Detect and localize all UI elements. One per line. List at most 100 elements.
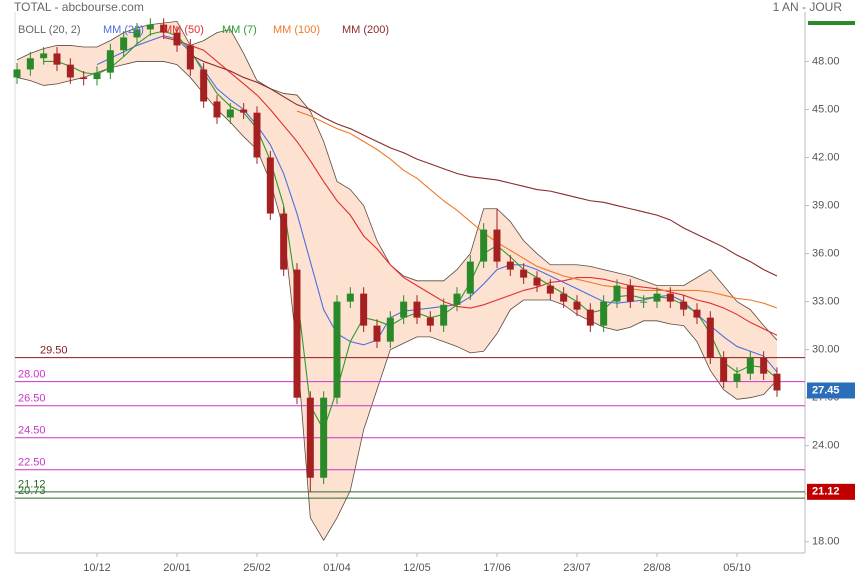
candle-body <box>26 58 34 70</box>
candle-body <box>760 357 768 374</box>
candle-body <box>80 77 88 80</box>
legend-item: MM (200) <box>342 24 389 36</box>
candle-body <box>400 301 408 318</box>
candle-body <box>386 317 394 342</box>
price-tag <box>807 483 855 500</box>
candle-body <box>280 213 288 270</box>
candle-body <box>133 29 141 38</box>
candle-body <box>613 285 621 302</box>
legend-item: MM (20) <box>103 24 144 36</box>
x-tick-label: 01/04 <box>323 562 351 574</box>
x-tick-label: 20/01 <box>163 562 191 574</box>
y-tick-label: 45.00 <box>812 103 840 115</box>
x-tick-label: 10/12 <box>83 562 111 574</box>
candle-body <box>466 261 474 294</box>
candle-body <box>600 301 608 326</box>
candle-body <box>160 24 168 33</box>
y-tick-label: 39.00 <box>812 199 840 211</box>
candle-body <box>320 397 328 478</box>
candle-body <box>293 269 301 398</box>
y-tick-label: 33.00 <box>812 296 840 308</box>
candle-body <box>413 301 421 318</box>
level-label: 21.12 <box>18 479 46 491</box>
legend-item: BOLL (20, 2) <box>18 24 81 36</box>
level-label: 20.73 <box>18 485 46 497</box>
candle-body <box>573 301 581 310</box>
x-tick-label: 12/05 <box>403 562 431 574</box>
candle-body <box>706 317 714 358</box>
candle-body <box>333 301 341 398</box>
candle-body <box>226 109 234 118</box>
candle-body <box>360 293 368 326</box>
candle-body <box>173 32 181 46</box>
moving-average <box>163 36 778 336</box>
period-bar <box>808 21 855 25</box>
y-tick-label: 48.00 <box>812 55 840 67</box>
candle-body <box>186 45 194 70</box>
candle-body <box>720 357 728 382</box>
candle-body <box>733 373 741 382</box>
candle-body <box>426 317 434 326</box>
candle-body <box>640 301 648 303</box>
candle-body <box>120 37 128 51</box>
legend-item: MM (50) <box>163 24 204 36</box>
candle-body <box>13 69 21 78</box>
moving-average <box>190 54 778 277</box>
candle-body <box>40 53 48 59</box>
candle-body <box>346 293 354 302</box>
y-tick-label: 30.00 <box>812 344 840 356</box>
candle-body <box>746 357 754 374</box>
candle-body <box>626 285 634 302</box>
candle-body <box>773 373 781 391</box>
price-tag-label: 27.45 <box>812 384 840 396</box>
candle-body <box>240 109 248 113</box>
moving-average <box>96 35 778 373</box>
candle-body <box>666 293 674 302</box>
price-tag-label: 21.12 <box>812 486 840 498</box>
y-tick-label: 36.00 <box>812 247 840 259</box>
bollinger-upper <box>16 20 778 341</box>
candle-body <box>93 72 101 80</box>
candle-body <box>373 325 381 342</box>
candle-body <box>493 229 501 262</box>
x-tick-label: 28/08 <box>643 562 671 574</box>
candle-body <box>200 69 208 102</box>
level-label: 22.50 <box>18 457 46 469</box>
candle-body <box>533 277 541 286</box>
candle-body <box>586 309 594 326</box>
candle-body <box>66 64 74 78</box>
candle-body <box>213 101 221 118</box>
candle-body <box>453 293 461 305</box>
candle-body <box>480 229 488 262</box>
legend-item: MM (100) <box>273 24 320 36</box>
price-tag <box>807 382 855 399</box>
y-tick-label: 18.00 <box>812 536 840 548</box>
period: 1 AN - JOUR <box>773 0 843 14</box>
level-label: 28.00 <box>18 369 46 381</box>
candle-body <box>560 293 568 302</box>
moving-average <box>296 110 778 309</box>
candle-body <box>146 24 154 30</box>
candle-body <box>693 309 701 318</box>
y-tick-label: 24.00 <box>812 440 840 452</box>
bollinger-fill <box>17 21 777 541</box>
candle-body <box>653 293 661 302</box>
candle-body <box>53 53 61 65</box>
level-label: 26.50 <box>18 393 46 405</box>
candle-body <box>106 50 114 73</box>
x-tick-label: 05/10 <box>723 562 751 574</box>
x-tick-label: 17/06 <box>483 562 511 574</box>
y-tick-label: 42.00 <box>812 151 840 163</box>
candle-body <box>546 285 554 294</box>
level-label: 29.50 <box>40 345 68 357</box>
x-tick-label: 25/02 <box>243 562 271 574</box>
legend-item: MM (7) <box>222 24 257 36</box>
candle-body <box>680 301 688 310</box>
candle-body <box>440 304 448 326</box>
bollinger-lower <box>16 61 778 541</box>
x-tick-label: 23/07 <box>563 562 591 574</box>
candle-body <box>306 397 314 478</box>
level-label: 24.50 <box>18 425 46 437</box>
candle-body <box>506 261 514 270</box>
